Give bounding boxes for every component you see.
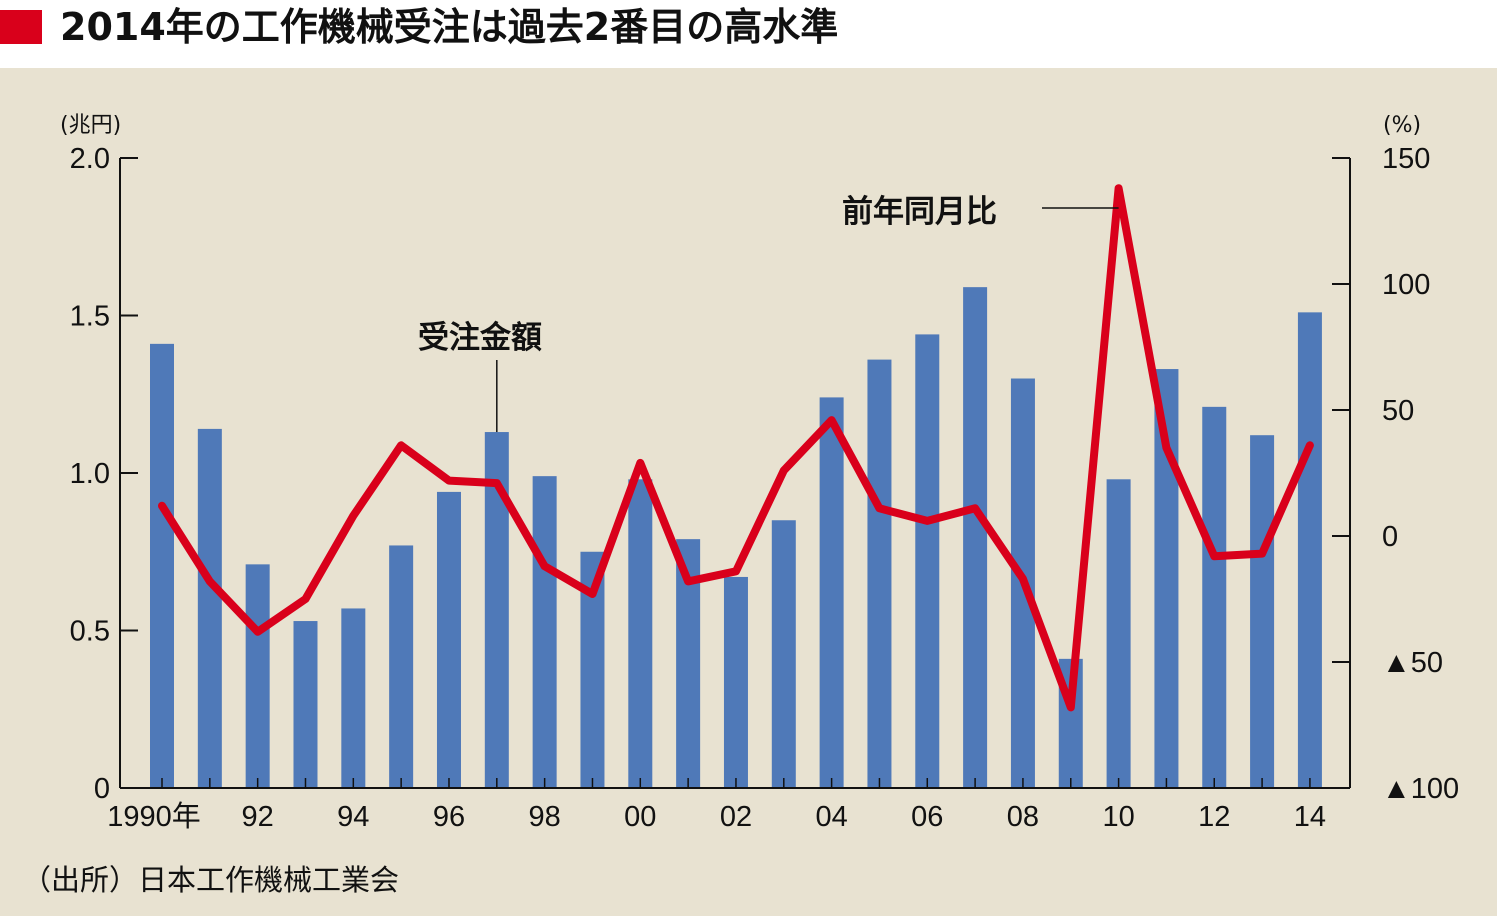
x-tick-label: 14 bbox=[1294, 801, 1326, 833]
bar bbox=[1250, 435, 1275, 788]
line-point bbox=[304, 598, 307, 600]
line-point bbox=[782, 469, 785, 472]
left-tick-label: 1.5 bbox=[70, 301, 110, 333]
line-point bbox=[1117, 187, 1120, 190]
bar bbox=[389, 545, 414, 788]
right-tick-label: 0 bbox=[1382, 521, 1398, 553]
bar bbox=[436, 491, 461, 788]
bar bbox=[150, 343, 174, 788]
bar bbox=[293, 621, 318, 788]
labels: 0 0.5 1.0 1.5 2.0 ▲100 ▲50 0 50 100 150 1990年 92 94 96… bbox=[22, 113, 1459, 897]
line-point bbox=[687, 580, 690, 583]
bar bbox=[532, 476, 557, 788]
line-point bbox=[543, 565, 546, 568]
bar bbox=[628, 479, 653, 788]
line-point bbox=[400, 444, 403, 447]
line-point bbox=[256, 630, 259, 633]
line-point bbox=[1021, 577, 1024, 580]
x-tick-label: 96 bbox=[433, 801, 465, 833]
axes bbox=[119, 157, 1351, 789]
line-point bbox=[639, 461, 642, 464]
bar bbox=[1297, 312, 1322, 788]
line-point bbox=[1261, 552, 1264, 555]
bar bbox=[963, 287, 988, 788]
left-tick-label: 2.0 bbox=[70, 143, 110, 175]
line-point bbox=[447, 479, 450, 482]
right-tick-label: ▲100 bbox=[1382, 773, 1459, 805]
annotation-label: 受注金額 bbox=[418, 320, 542, 356]
left-tick-label: 0.5 bbox=[70, 616, 110, 648]
x-tick-label: 98 bbox=[529, 801, 561, 833]
line-point bbox=[1165, 446, 1168, 449]
x-tick-label: 06 bbox=[911, 801, 943, 833]
line-point bbox=[926, 519, 929, 522]
x-tick-label: 10 bbox=[1102, 801, 1134, 833]
right-tick-label: 150 bbox=[1382, 143, 1430, 175]
bar bbox=[1106, 479, 1131, 788]
left-tick-label: 1.0 bbox=[70, 458, 110, 490]
title-accent-bar bbox=[0, 10, 42, 44]
annotation-label: 前年同月比 bbox=[842, 194, 997, 230]
bar bbox=[723, 576, 748, 788]
bar bbox=[1202, 406, 1227, 788]
x-tick-label: 12 bbox=[1198, 801, 1230, 833]
line-point bbox=[161, 504, 163, 507]
line-point bbox=[352, 514, 355, 517]
bar-series bbox=[150, 287, 1322, 788]
bar bbox=[915, 334, 940, 788]
bar bbox=[819, 397, 844, 788]
bar bbox=[245, 564, 270, 788]
x-tick-label: 94 bbox=[337, 801, 369, 833]
x-tick-label: 04 bbox=[815, 801, 847, 833]
right-tick-label: 100 bbox=[1382, 269, 1430, 301]
left-tick-label: 0 bbox=[94, 773, 110, 805]
line-point bbox=[830, 419, 833, 422]
left-axis-unit: (兆円) bbox=[60, 113, 121, 138]
bar bbox=[197, 428, 222, 788]
line-point bbox=[208, 580, 211, 583]
source-note: （出所）日本工作機械工業会 bbox=[22, 863, 399, 897]
chart-title: 2014年の工作機械受注は過去2番目の高水準 bbox=[60, 5, 839, 49]
bar bbox=[341, 608, 366, 788]
x-tick-label: 08 bbox=[1007, 801, 1039, 833]
line-series bbox=[158, 184, 1314, 712]
line-point bbox=[1069, 706, 1072, 709]
line-point bbox=[591, 592, 594, 595]
bar bbox=[771, 520, 796, 788]
x-tick-label: 00 bbox=[624, 801, 656, 833]
line-point bbox=[495, 482, 498, 485]
x-tick-label: 92 bbox=[242, 801, 274, 833]
bar bbox=[867, 359, 892, 788]
right-tick-label: ▲50 bbox=[1382, 647, 1443, 679]
right-tick-label: 50 bbox=[1382, 395, 1414, 427]
line-point bbox=[1308, 444, 1311, 447]
line-point bbox=[1213, 555, 1216, 558]
line-point bbox=[974, 507, 977, 510]
right-axis-unit: (%) bbox=[1383, 113, 1421, 138]
x-tick-label: 02 bbox=[720, 801, 752, 833]
x-tick-label: 1990年 bbox=[107, 800, 201, 833]
line-point bbox=[878, 507, 881, 510]
line-point bbox=[734, 570, 737, 573]
